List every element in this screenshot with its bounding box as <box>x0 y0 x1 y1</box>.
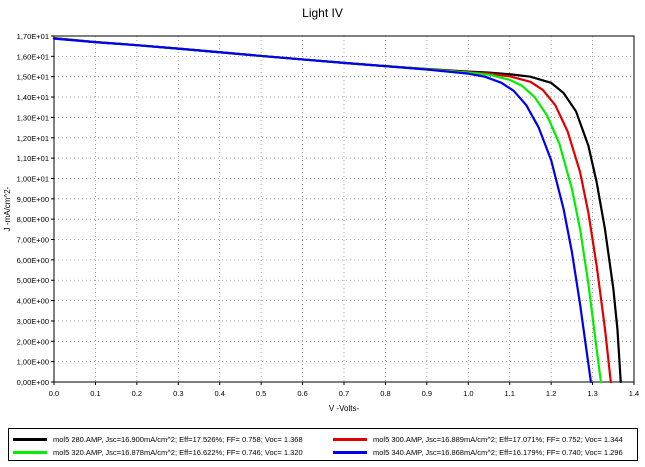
y-tick-label: 1,60E+01 <box>17 52 49 61</box>
legend-label: mol5 320.AMP, Jsc=16.878mA/cm^2; Eff=16.… <box>53 447 303 457</box>
y-tick-label: 1,50E+01 <box>17 73 49 82</box>
legend-swatch <box>13 450 47 454</box>
legend-item: mol5 320.AMP, Jsc=16.878mA/cm^2; Eff=16.… <box>13 446 303 458</box>
x-tick-label: 0.3 <box>173 389 183 398</box>
y-tick-label: 1,10E+01 <box>17 154 49 163</box>
legend-item: mol5 340.AMP, Jsc=16.868mA/cm^2; Eff=16.… <box>333 446 623 458</box>
x-axis-label: V -Volts- <box>329 404 360 413</box>
tick-layer: 0.0 0.1 0.2 0.3 0.4 0.5 0.6 0.7 0.8 0.9 1.0 1.1 1.2 1… <box>17 32 640 398</box>
y-tick-label: 8,00E+00 <box>17 215 49 224</box>
series-line-3 <box>52 37 593 384</box>
legend-swatch <box>13 437 47 441</box>
y-tick-label: 1,70E+01 <box>17 32 49 41</box>
y-tick-label: 9,00E+00 <box>17 195 49 204</box>
y-tick-label: 7,00E+00 <box>17 236 49 245</box>
x-tick-label: 0.4 <box>214 389 224 398</box>
x-tick-label: 0.2 <box>132 389 142 398</box>
legend-swatch <box>333 450 367 454</box>
y-tick-label: 1,40E+01 <box>17 93 49 102</box>
legend-label: mol5 340.AMP, Jsc=16.868mA/cm^2; Eff=16.… <box>373 447 623 457</box>
legend-item: mol5 300.AMP, Jsc=16.889mA/cm^2; Eff=17.… <box>333 433 623 445</box>
x-tick-label: 1.2 <box>546 389 556 398</box>
x-tick-label: 0.1 <box>90 389 100 398</box>
x-tick-label: 0.5 <box>256 389 266 398</box>
x-tick-label: 1.4 <box>629 389 639 398</box>
y-tick-label: 2,00E+00 <box>17 337 49 346</box>
series-line-2 <box>52 37 602 384</box>
x-tick-label: 0.8 <box>380 389 390 398</box>
y-tick-label: 6,00E+00 <box>17 256 49 265</box>
x-tick-label: 1.0 <box>463 389 473 398</box>
chart-title: Light IV <box>302 6 343 20</box>
legend: mol5 280.AMP, Jsc=16.900mA/cm^2; Eff=17.… <box>8 428 638 461</box>
x-tick-label: 1.3 <box>587 389 597 398</box>
grid-layer <box>54 35 634 382</box>
y-tick-label: 3,00E+00 <box>17 317 49 326</box>
y-tick-label: 1,20E+01 <box>17 134 49 143</box>
x-tick-label: 0.6 <box>297 389 307 398</box>
x-tick-label: 0.0 <box>49 389 59 398</box>
y-tick-label: 1,30E+01 <box>17 113 49 122</box>
x-tick-label: 0.9 <box>422 389 432 398</box>
y-tick-label: 5,00E+00 <box>17 276 49 285</box>
legend-label: mol5 280.AMP, Jsc=16.900mA/cm^2; Eff=17.… <box>53 434 303 444</box>
x-tick-label: 1.1 <box>504 389 514 398</box>
legend-label: mol5 300.AMP, Jsc=16.889mA/cm^2; Eff=17.… <box>373 434 623 444</box>
y-tick-label: 4,00E+00 <box>17 297 49 306</box>
series-line-0 <box>52 36 622 384</box>
legend-item: mol5 280.AMP, Jsc=16.900mA/cm^2; Eff=17.… <box>13 433 303 445</box>
y-axis-label: J -mA/cm^2- <box>3 186 12 231</box>
legend-swatch <box>333 437 367 441</box>
y-tick-label: 1,00E+00 <box>17 358 49 367</box>
y-tick-label: 1,00E+01 <box>17 174 49 183</box>
y-tick-label: 0,00E+00 <box>17 378 49 387</box>
series-layer <box>52 36 622 384</box>
x-tick-label: 0.7 <box>339 389 349 398</box>
